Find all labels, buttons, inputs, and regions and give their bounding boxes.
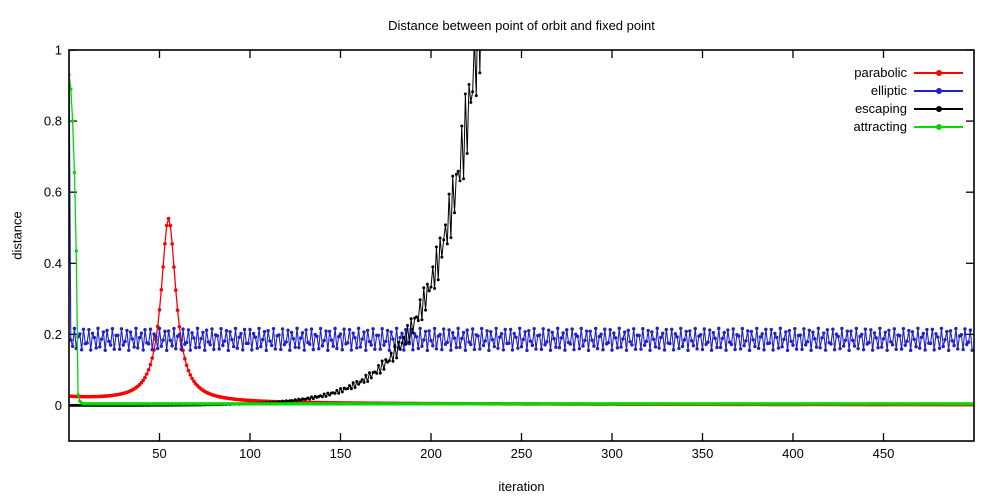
svg-text:250: 250 [511, 446, 533, 461]
legend-item-escaping: escaping [777, 100, 963, 118]
legend-sample-elliptic [914, 82, 963, 100]
legend-dot-icon [936, 124, 942, 130]
svg-text:450: 450 [873, 446, 895, 461]
legend-label-escaping: escaping [854, 101, 907, 116]
legend-sample-parabolic [914, 64, 963, 82]
svg-text:0: 0 [55, 398, 62, 413]
series-attracting [69, 73, 974, 406]
svg-text:1: 1 [55, 43, 62, 58]
legend-dot-icon [936, 88, 942, 94]
x-axis-label: iteration [498, 479, 545, 494]
series-elliptic [69, 50, 974, 353]
plot-border [68, 49, 975, 442]
svg-text:100: 100 [239, 446, 261, 461]
svg-text:300: 300 [601, 446, 623, 461]
chart-title: Distance between point of orbit and fixe… [388, 18, 655, 33]
svg-text:0.8: 0.8 [44, 114, 62, 129]
svg-text:350: 350 [692, 446, 714, 461]
svg-text:200: 200 [420, 446, 442, 461]
legend-label-parabolic: parabolic [854, 65, 907, 80]
legend-dot-icon [936, 70, 942, 76]
svg-text:0.6: 0.6 [44, 185, 62, 200]
legend-item-elliptic: elliptic [777, 82, 963, 100]
svg-text:0.2: 0.2 [44, 327, 62, 342]
legend-item-attracting: attracting [777, 118, 963, 136]
legend-item-parabolic: parabolic [777, 64, 963, 82]
legend-sample-escaping [914, 100, 963, 118]
tick-labels: 50 100 150 200 250 300 350 400 450 0 0.2 0.4 0.6 0.8 1 [44, 43, 894, 462]
legend-sample-attracting [914, 118, 963, 136]
legend-dot-icon [936, 106, 942, 112]
series-parabolic [69, 216, 974, 407]
legend: parabolic elliptic escaping attracting [777, 64, 963, 136]
legend-label-attracting: attracting [853, 119, 907, 134]
svg-text:150: 150 [330, 446, 352, 461]
svg-text:0.4: 0.4 [44, 256, 62, 271]
svg-text:50: 50 [152, 446, 166, 461]
legend-label-elliptic: elliptic [870, 83, 907, 98]
svg-text:400: 400 [782, 446, 804, 461]
